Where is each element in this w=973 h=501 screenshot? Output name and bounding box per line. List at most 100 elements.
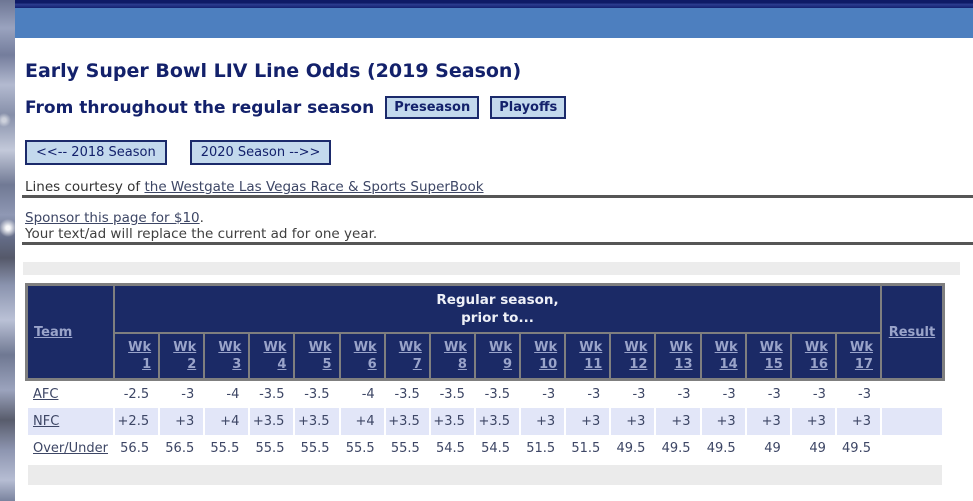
preseason-button[interactable]: Preseason: [385, 96, 480, 119]
week-header-link[interactable]: Wk 8: [443, 339, 467, 373]
week-header-link[interactable]: Wk 2: [173, 339, 197, 373]
odds-value: -2.5: [123, 387, 150, 403]
week-header-link[interactable]: Wk 7: [398, 339, 422, 373]
table-row: AFC -2.5 -3 -4 -3.5 -3.5 -4 -3.5 -3.5 -3.5 -3 -3 -3 -…: [25, 381, 945, 408]
week-header-link[interactable]: Wk 16: [804, 339, 828, 373]
odds-value: 56.5: [165, 441, 195, 457]
odds-value: +3: [521, 408, 565, 436]
week-header-link[interactable]: Wk 1: [128, 339, 152, 373]
week-header-link[interactable]: Wk 9: [489, 339, 513, 373]
group-header-line2: prior to...: [461, 310, 534, 327]
odds-value: 55.5: [345, 441, 375, 457]
row-label-cell[interactable]: NFC: [28, 408, 113, 436]
week-header-1[interactable]: Wk 1: [115, 334, 159, 379]
odds-value: +3: [701, 408, 745, 436]
week-header-9[interactable]: Wk 9: [475, 334, 520, 379]
playoffs-button[interactable]: Playoffs: [490, 96, 567, 119]
odds-value: -3: [542, 387, 556, 403]
odds-value: +3: [656, 408, 700, 436]
week-header-2[interactable]: Wk 2: [160, 334, 204, 379]
row-link[interactable]: AFC: [33, 387, 59, 403]
top-navy-bar: [0, 0, 973, 8]
odds-value: -3: [812, 387, 826, 403]
odds-value: 49: [809, 441, 826, 457]
sponsor-note: Your text/ad will replace the current ad…: [25, 226, 378, 243]
odds-value: -3: [858, 387, 871, 403]
week-header-13[interactable]: Wk 13: [656, 334, 700, 379]
odds-value: -3: [677, 387, 691, 403]
odds-value: 55.5: [300, 441, 330, 457]
odds-value: 55.5: [255, 441, 285, 457]
odds-value: +3: [836, 408, 880, 436]
week-header-link[interactable]: Wk 11: [579, 339, 603, 373]
prev-season-button[interactable]: <<-- 2018 Season: [25, 140, 167, 165]
week-header-11[interactable]: Wk 11: [566, 334, 610, 379]
next-row-partial: [28, 465, 942, 486]
odds-value: 55.5: [390, 441, 420, 457]
page-subtitle: From throughout the regular season: [25, 97, 375, 118]
row-label-cell[interactable]: Over/Under: [28, 435, 113, 462]
week-header-link[interactable]: Wk 12: [624, 339, 648, 373]
result-header-cell[interactable]: Result: [881, 286, 942, 379]
week-header-17[interactable]: Wk 17: [836, 334, 880, 379]
week-header-link[interactable]: Wk 4: [263, 339, 287, 373]
season-nav-row: <<-- 2018 Season 2020 Season -->>: [25, 140, 973, 165]
page-content: Early Super Bowl LIV Line Odds (2019 Sea…: [0, 60, 973, 486]
odds-value: +3: [746, 408, 790, 436]
result-cell: [881, 408, 942, 436]
odds-value: -3: [722, 387, 736, 403]
week-header-link[interactable]: Wk 14: [714, 339, 738, 373]
odds-value: 49.5: [661, 441, 691, 457]
week-header-14[interactable]: Wk 14: [701, 334, 745, 379]
page-title: Early Super Bowl LIV Line Odds (2019 Sea…: [25, 60, 522, 82]
week-header-3[interactable]: Wk 3: [205, 334, 249, 379]
sportsbook-link[interactable]: the Westgate Las Vegas Race & Sports Sup…: [144, 179, 484, 195]
week-header-5[interactable]: Wk 5: [295, 334, 339, 379]
odds-table-header: Team Regular season, prior to... Result …: [25, 283, 945, 382]
row-label-cell[interactable]: AFC: [28, 381, 113, 408]
result-cell: [882, 435, 942, 462]
row-link[interactable]: NFC: [33, 414, 60, 430]
week-header-8[interactable]: Wk 8: [430, 334, 474, 379]
team-header-link[interactable]: Team: [34, 324, 73, 340]
week-header-link[interactable]: Wk 5: [308, 339, 332, 373]
week-header-15[interactable]: Wk 15: [746, 334, 790, 379]
week-header-link[interactable]: Wk 15: [759, 339, 783, 373]
odds-value: +4: [205, 408, 249, 436]
next-season-button[interactable]: 2020 Season -->>: [189, 140, 332, 165]
odds-value: 54.5: [481, 441, 511, 457]
week-header-7[interactable]: Wk 7: [385, 334, 429, 379]
team-header-cell[interactable]: Team: [28, 286, 113, 379]
lines-credit: Lines courtesy of the Westgate Las Vegas…: [25, 179, 973, 195]
sponsor-block: Sponsor this page for $10. Your text/ad …: [25, 210, 973, 242]
table-row: NFC +2.5 +3 +4 +3.5 +3.5 +4 +3.5 +3.5 +3.5 +3 +3 +3 +…: [25, 408, 945, 436]
odds-value: +3.5: [295, 408, 339, 436]
odds-value: +3: [791, 408, 835, 436]
odds-value: 55.5: [210, 441, 240, 457]
table-row: Over/Under 56.5 56.5 55.5 55.5 55.5 55.5 55.5 54…: [25, 435, 945, 462]
odds-value: -3.5: [439, 387, 465, 403]
week-header-12[interactable]: Wk 12: [611, 334, 655, 379]
odds-value: -3: [767, 387, 781, 403]
odds-value: -3: [632, 387, 646, 403]
row-link[interactable]: Over/Under: [33, 441, 108, 457]
week-header-6[interactable]: Wk 6: [340, 334, 384, 379]
sponsor-link[interactable]: Sponsor this page for $10: [25, 210, 200, 226]
odds-value: 54.5: [435, 441, 465, 457]
week-header-link[interactable]: Wk 10: [534, 339, 558, 373]
week-header-link[interactable]: Wk 3: [218, 339, 242, 373]
week-header-link[interactable]: Wk 6: [353, 339, 377, 373]
odds-value: 56.5: [120, 441, 150, 457]
odds-value: -3.5: [484, 387, 511, 403]
week-header-10[interactable]: Wk 10: [521, 334, 565, 379]
week-header-link[interactable]: Wk 13: [669, 339, 693, 373]
divider-top: [22, 195, 973, 198]
odds-value: 51.5: [571, 441, 601, 457]
week-header-4[interactable]: Wk 4: [250, 334, 294, 379]
result-header-link[interactable]: Result: [888, 324, 936, 340]
sponsor-link-suffix: .: [199, 210, 204, 226]
odds-value: -4: [361, 387, 375, 403]
week-header-link[interactable]: Wk 17: [849, 339, 873, 373]
group-header-line1: Regular season,: [436, 292, 559, 309]
week-header-16[interactable]: Wk 16: [791, 334, 835, 379]
